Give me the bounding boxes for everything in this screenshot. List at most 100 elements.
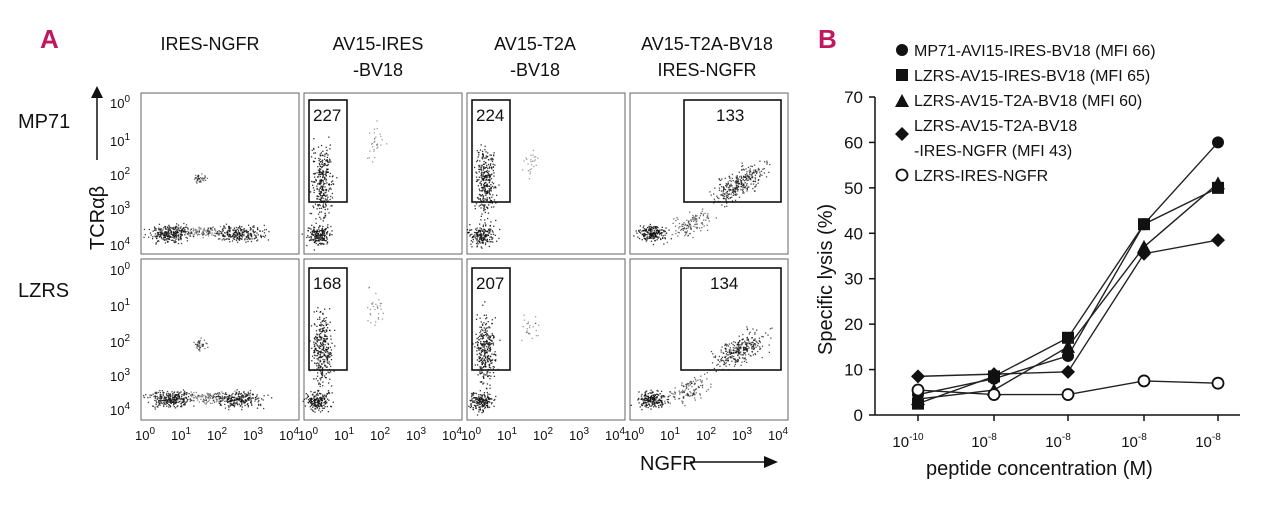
flow-plot-lzrs-av15-t2a	[466, 258, 626, 421]
chart-x-label: peptide concentration (M)	[926, 458, 1153, 480]
legend-label-3-line2: -IRES-NGFR (MFI 43)	[914, 143, 1072, 160]
chart-y-tick-label: 50	[844, 179, 863, 198]
y-ticks-row1: 100 101 102 103 104	[110, 94, 130, 253]
x-tick-label: 104	[768, 426, 788, 443]
col-header-av15-t2a: AV15-T2A	[494, 34, 576, 54]
flow-plot-mp71-av15-t2a	[466, 92, 626, 255]
chart-legend: MP71-AVI15-IRES-BV18 (MFI 66) LZRS-AV15-…	[895, 43, 1156, 185]
series-1-point	[1062, 331, 1074, 344]
row-label-lzrs: LZRS	[18, 280, 69, 302]
flow-scatter-dots	[143, 120, 773, 416]
x-tick-label: 103	[406, 426, 426, 443]
chart-x-tick-label: 10-10	[892, 432, 924, 451]
x-tick-label: 104	[279, 426, 299, 443]
gate-count-lzrs-av15-t2a-bv18: 134	[710, 274, 738, 293]
gate-count-mp71-av15-t2a: 224	[476, 106, 504, 125]
svg-text:100: 100	[110, 261, 130, 278]
x-tick-label: 103	[732, 426, 752, 443]
chart-x-ticks: 10-10 10-8 10-8 10-8 10-8	[892, 415, 1221, 451]
gate-count-mp71-av15-t2a-bv18: 133	[716, 106, 744, 125]
legend-marker-diamond	[895, 127, 909, 141]
x-tick-label: 101	[334, 426, 354, 443]
y-axis-label-tcrab: TCRαβ	[87, 186, 109, 250]
col-header-ires-ngfr: IRES-NGFR	[161, 34, 260, 54]
y-axis-arrowhead-icon	[91, 86, 103, 98]
series-2-point	[1211, 176, 1225, 190]
panel-a-label: A	[40, 24, 59, 54]
svg-text:102: 102	[110, 333, 130, 350]
flow-plot-lzrs-av15-ires	[303, 258, 463, 421]
series-4-point	[1061, 388, 1075, 401]
legend-label-4: LZRS-IRES-NGFR	[914, 168, 1048, 185]
chart-x-tick-label: 10-8	[1195, 432, 1221, 451]
gate-lzrs-av15-ires	[308, 267, 348, 371]
flow-plot-lzrs-ires-ngfr	[140, 258, 300, 421]
chart-x-tick-label: 10-8	[971, 432, 997, 451]
flow-plot-mp71-ires-ngfr	[140, 92, 300, 255]
x-tick-label: 102	[370, 426, 390, 443]
svg-text:100: 100	[110, 94, 130, 111]
svg-text:101: 101	[110, 132, 130, 149]
svg-text:104: 104	[110, 236, 130, 253]
svg-text:101: 101	[110, 297, 130, 314]
x-tick-label: 102	[696, 426, 716, 443]
x-axis-arrowhead-icon	[764, 456, 778, 468]
x-tick-label: 100	[298, 426, 318, 443]
gate-count-lzrs-av15-ires: 168	[313, 274, 341, 293]
legend-label-2: LZRS-AV15-T2A-BV18 (MFI 60)	[914, 93, 1142, 110]
gate-counts: 227 224 133 168 207 134	[313, 106, 744, 293]
col-header-av15-t2a-line2: -BV18	[510, 60, 560, 80]
series-4-point	[911, 383, 925, 397]
chart-x-tick-label: 10-8	[1121, 432, 1147, 451]
legend-label-0: MP71-AVI15-IRES-BV18 (MFI 66)	[914, 43, 1156, 60]
flow-plot-mp71-av15-ires	[303, 92, 463, 255]
lysis-chart: 0 10 20 30 40 50 60 70 10-10 10-8 10-8 10-8 10-8	[844, 88, 1240, 451]
flow-plot-mp71-av15-t2a-bv18	[629, 92, 789, 255]
series-3-point	[911, 369, 925, 384]
series-2-point	[911, 392, 925, 406]
series-3-point	[1137, 246, 1151, 261]
gate-count-mp71-av15-ires: 227	[313, 106, 341, 125]
x-axis-label-ngfr: NGFR	[640, 453, 697, 475]
flow-plot-grid	[140, 92, 789, 421]
chart-y-tick-label: 70	[844, 88, 863, 107]
x-tick-label: 100	[461, 426, 481, 443]
chart-y-label: Specific lysis (%)	[815, 204, 837, 355]
gate-lzrs-av15-t2a-bv18	[680, 267, 782, 371]
flow-plot-lzrs-av15-t2a-bv18	[629, 258, 789, 421]
series-3-point	[1211, 233, 1225, 248]
svg-text:103: 103	[110, 367, 130, 384]
x-tick-label: 104	[605, 426, 625, 443]
series-1-point	[1138, 218, 1150, 231]
chart-y-tick-label: 60	[844, 133, 863, 152]
chart-y-ticks: 0 10 20 30 40 50 60 70	[844, 88, 875, 425]
svg-text:104: 104	[110, 401, 130, 418]
series-2-point	[1061, 339, 1075, 353]
legend-marker-triangle	[895, 94, 909, 107]
series-4-point	[1211, 376, 1225, 390]
gate-count-lzrs-av15-t2a: 207	[476, 274, 504, 293]
legend-marker-circle	[896, 44, 908, 56]
series-4-point	[987, 388, 1001, 401]
legend-marker-square	[896, 69, 908, 81]
series-3-point	[987, 367, 1001, 382]
gates	[308, 99, 782, 371]
x-tick-label: 100	[624, 426, 644, 443]
x-tick-label: 103	[243, 426, 263, 443]
chart-series	[911, 136, 1225, 410]
chart-y-tick-label: 0	[854, 406, 863, 425]
y-ticks-row2: 100 101 102 103 104	[110, 261, 130, 418]
series-0-point	[1212, 136, 1224, 149]
x-tick-label: 101	[171, 426, 191, 443]
series-4-point	[1137, 374, 1151, 388]
gate-lzrs-av15-t2a	[471, 267, 511, 371]
chart-x-tick-label: 10-8	[1045, 432, 1071, 451]
legend-label-1: LZRS-AV15-IRES-BV18 (MFI 65)	[914, 68, 1150, 85]
svg-text:103: 103	[110, 200, 130, 217]
x-tick-label: 100	[135, 426, 155, 443]
chart-y-tick-label: 30	[844, 270, 863, 289]
x-tick-label: 103	[569, 426, 589, 443]
col-header-av15-ires-line2: -BV18	[353, 60, 403, 80]
row-label-mp71: MP71	[18, 111, 70, 133]
